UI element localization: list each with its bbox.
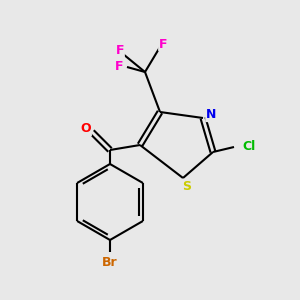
Text: Cl: Cl xyxy=(242,140,255,154)
Text: O: O xyxy=(81,122,91,136)
Text: Br: Br xyxy=(102,256,118,268)
Text: S: S xyxy=(182,179,191,193)
Text: N: N xyxy=(206,109,216,122)
Text: F: F xyxy=(159,38,167,50)
Text: F: F xyxy=(115,61,123,74)
Text: F: F xyxy=(116,44,124,58)
